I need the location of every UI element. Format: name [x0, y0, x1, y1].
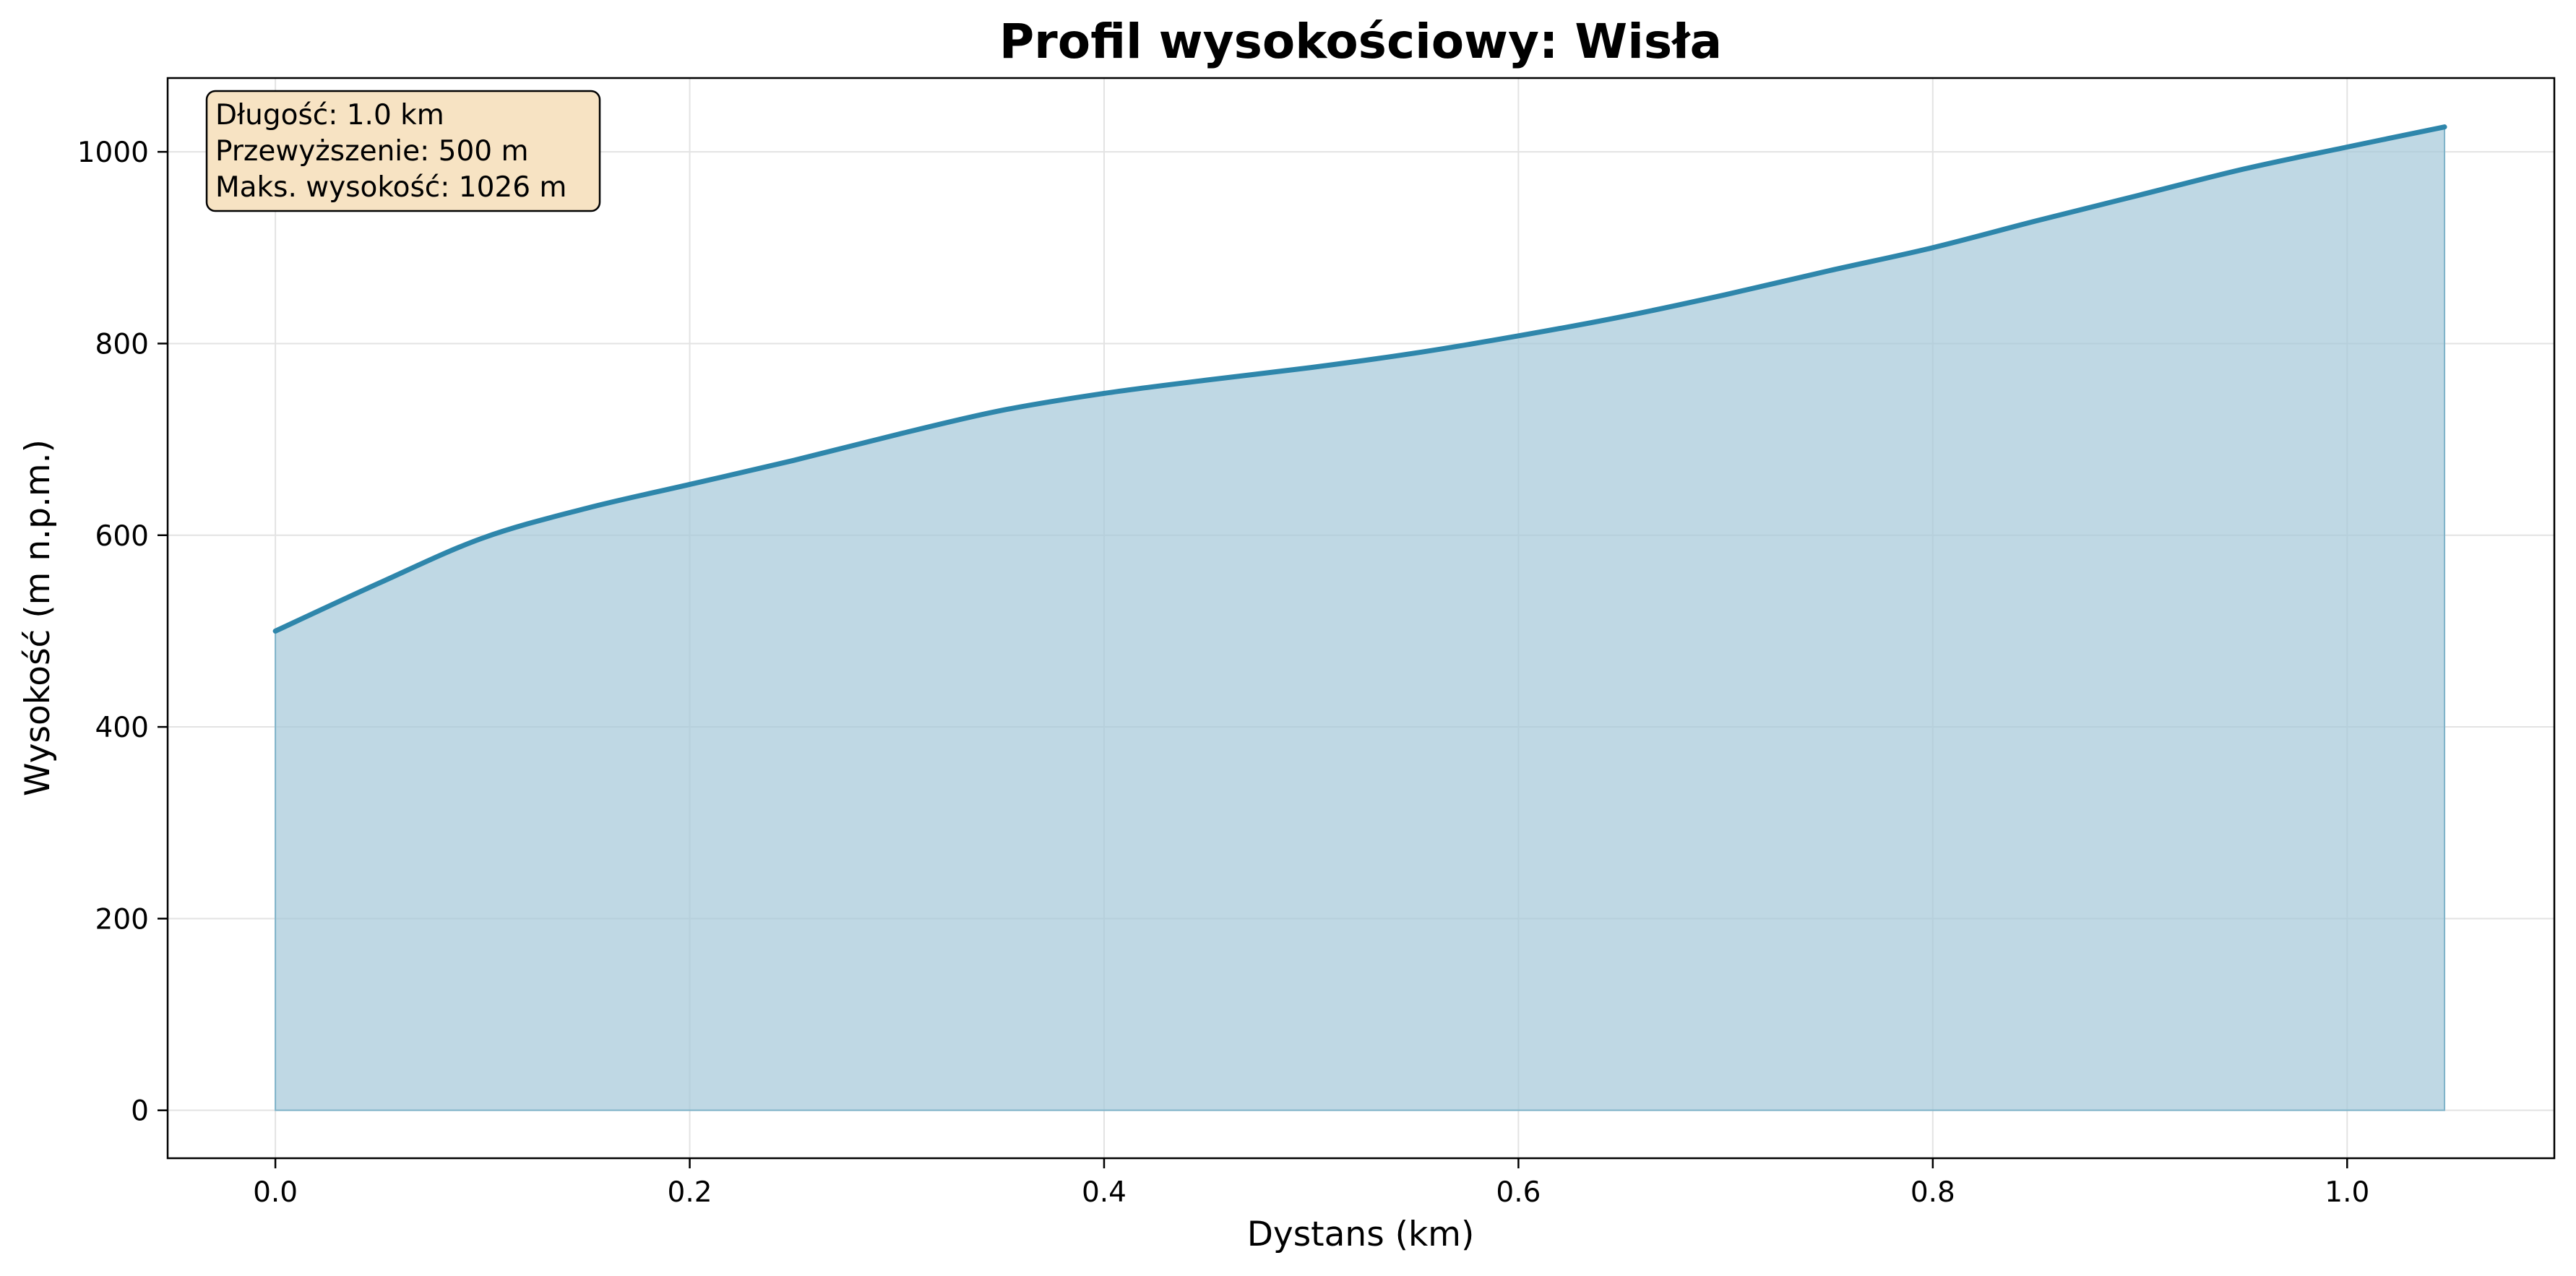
y-tick-label: 400 — [95, 712, 149, 744]
y-tick-label: 800 — [95, 328, 149, 361]
elevation-line — [272, 124, 2447, 634]
stats-length: Długość: 1.0 km — [215, 99, 444, 132]
x-tick-label: 0.0 — [253, 1176, 298, 1209]
stats-info-box: Długość: 1.0 km Przewyższenie: 500 m Mak… — [205, 90, 601, 212]
y-tick-label: 200 — [95, 903, 149, 936]
stats-elevation-gain: Przewyższenie: 500 m — [215, 135, 528, 168]
chart-title: Profil wysokościowy: Wisła — [999, 14, 1722, 69]
y-axis-label: Wysokość (m n.p.m.) — [18, 439, 58, 796]
elevation-area-fill — [275, 126, 2446, 1111]
stats-max-elevation: Maks. wysokość: 1026 m — [215, 171, 567, 204]
x-tick-label: 1.0 — [2325, 1176, 2369, 1209]
y-tick-label: 600 — [95, 520, 149, 553]
x-tick-label: 0.2 — [668, 1176, 712, 1209]
x-axis-label: Dystans (km) — [1247, 1215, 1475, 1254]
x-tick-label: 0.6 — [1496, 1176, 1541, 1209]
plot-frame — [166, 77, 2556, 1160]
y-tick-label: 0 — [131, 1095, 149, 1128]
y-tick-label: 1000 — [77, 137, 149, 169]
stats-info-background — [205, 90, 601, 212]
y-axis: 0 200 400 600 800 1000 — [77, 137, 168, 1128]
x-axis: 0.0 0.2 0.4 0.6 0.8 1.0 — [253, 1158, 2369, 1209]
x-tick-label: 0.4 — [1082, 1176, 1127, 1209]
x-tick-label: 0.8 — [1911, 1176, 1955, 1209]
